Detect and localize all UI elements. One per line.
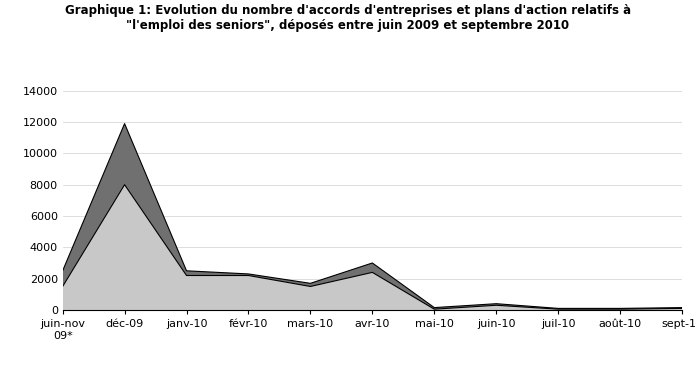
Text: Graphique 1: Evolution du nombre d'accords d'entreprises et plans d'action relat: Graphique 1: Evolution du nombre d'accor… (65, 4, 631, 32)
